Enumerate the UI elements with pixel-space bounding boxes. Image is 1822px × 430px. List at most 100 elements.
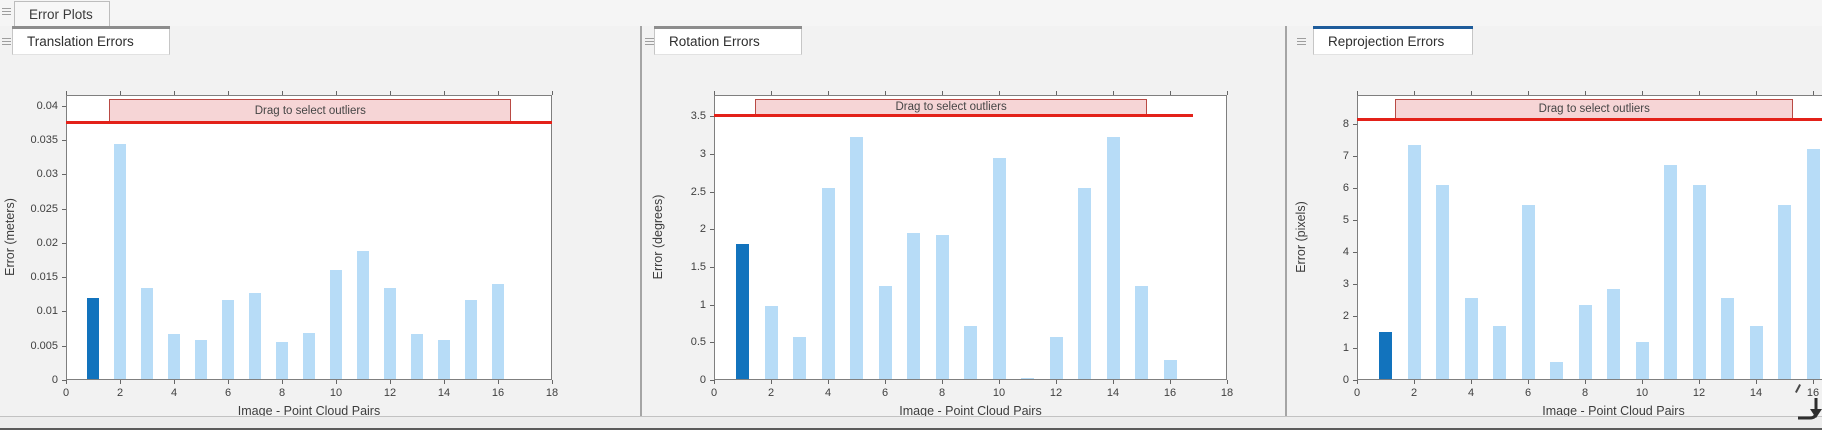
outlier-drag-band[interactable]: Drag to select outliers (109, 99, 512, 123)
x-tick-label: 2 (116, 387, 124, 399)
y-tick (710, 304, 714, 306)
y-tick-label: 2 (1342, 309, 1349, 322)
x-tick-label: 8 (278, 387, 286, 399)
x-tick-top (1813, 91, 1814, 95)
bar[interactable] (465, 299, 477, 379)
outlier-drag-band[interactable]: Drag to select outliers (1395, 99, 1794, 119)
bar[interactable] (1550, 362, 1563, 379)
bar[interactable] (1778, 205, 1791, 379)
x-tick-label: 8 (1581, 387, 1589, 399)
bar[interactable] (1721, 298, 1734, 379)
x-tick-label: 14 (437, 387, 451, 399)
y-axis-label: Error (meters) (3, 197, 17, 276)
bar[interactable] (303, 333, 315, 379)
y-tick (1353, 219, 1357, 221)
bar[interactable] (964, 326, 977, 379)
grip-icon[interactable] (1297, 38, 1306, 47)
grip-icon[interactable] (645, 38, 654, 47)
tab-rotation-errors[interactable]: Rotation Errors (654, 26, 802, 55)
bar[interactable] (1692, 184, 1706, 379)
bar[interactable] (1635, 341, 1649, 379)
bar[interactable] (195, 340, 207, 379)
x-tick-label: 8 (938, 387, 946, 399)
x-tick-label: 6 (881, 387, 889, 399)
panel-divider[interactable] (640, 26, 642, 416)
grip-icon[interactable] (2, 38, 11, 47)
bar[interactable] (492, 284, 504, 379)
y-tick (1353, 155, 1357, 157)
bar-selected[interactable] (736, 244, 749, 379)
bar[interactable] (907, 232, 920, 379)
tab-reprojection-errors[interactable]: Reprojection Errors (1313, 26, 1473, 55)
bar[interactable] (114, 143, 126, 379)
bar[interactable] (357, 251, 369, 379)
bar[interactable] (330, 270, 342, 379)
bar[interactable] (1407, 144, 1421, 379)
y-tick-label: 5 (1342, 213, 1349, 226)
x-axis-label: Image - Point Cloud Pairs (237, 404, 381, 418)
x-tick-label: 18 (545, 387, 559, 399)
bar[interactable] (1021, 378, 1034, 380)
y-tick-label: 0.5 (690, 336, 706, 349)
bar[interactable] (1135, 285, 1148, 379)
bar[interactable] (1464, 298, 1478, 379)
bar[interactable] (1436, 184, 1449, 379)
bar[interactable] (1578, 304, 1592, 379)
bar[interactable] (793, 337, 806, 379)
tab-translation-errors[interactable]: Translation Errors (12, 26, 170, 55)
bar[interactable] (1806, 149, 1820, 379)
bar[interactable] (1106, 137, 1120, 379)
bar[interactable] (384, 287, 396, 379)
x-tick (66, 380, 67, 384)
bar[interactable] (276, 341, 288, 379)
y-tick-label: 3 (699, 147, 706, 160)
x-tick (1471, 380, 1472, 384)
x-tick-label: 2 (1410, 387, 1418, 399)
bar[interactable] (1521, 205, 1535, 379)
bar[interactable] (411, 334, 423, 379)
x-tick (771, 380, 772, 384)
outlier-threshold-line[interactable] (1357, 117, 1822, 121)
y-tick-label: 0.035 (30, 134, 58, 147)
bar[interactable] (992, 157, 1006, 379)
status-strip (0, 416, 1822, 430)
bar[interactable] (1607, 288, 1620, 379)
outlier-threshold-line[interactable] (714, 114, 1193, 118)
bar[interactable] (764, 306, 778, 379)
bar[interactable] (438, 340, 450, 379)
y-tick (710, 116, 714, 118)
x-tick-top (1642, 91, 1643, 95)
outlier-threshold-line[interactable] (66, 121, 552, 125)
bar[interactable] (1493, 325, 1506, 379)
bar[interactable] (850, 137, 863, 379)
y-tick (62, 345, 66, 347)
tab-error-plots[interactable]: Error Plots (14, 1, 110, 26)
tab-reprojection-errors-label: Reprojection Errors (1328, 34, 1445, 49)
panel-divider[interactable] (1285, 26, 1287, 416)
bar[interactable] (168, 334, 180, 379)
y-tick-label: 1 (1342, 341, 1349, 354)
x-tick-label: 0 (710, 387, 718, 399)
bar[interactable] (935, 235, 949, 379)
bar[interactable] (249, 292, 261, 379)
bar[interactable] (878, 285, 892, 379)
bar[interactable] (1749, 325, 1763, 379)
bar-selected[interactable] (1379, 331, 1392, 379)
bar-selected[interactable] (87, 297, 99, 379)
outlier-drag-band[interactable]: Drag to select outliers (755, 99, 1148, 116)
x-tick-top (1699, 91, 1700, 95)
bar[interactable] (1078, 187, 1091, 379)
bar[interactable] (1049, 337, 1063, 379)
y-tick-label: 0.03 (36, 168, 58, 181)
bar[interactable] (1664, 165, 1677, 379)
x-tick (942, 380, 943, 384)
bar[interactable] (222, 299, 234, 379)
x-tick-top (1113, 91, 1114, 95)
download-arrow-icon[interactable] (1796, 396, 1822, 426)
bar[interactable] (1163, 359, 1177, 379)
bar[interactable] (821, 187, 835, 379)
y-tick (62, 140, 66, 142)
bar[interactable] (141, 287, 153, 379)
grip-icon[interactable] (2, 8, 11, 17)
y-tick-label: 0 (1342, 374, 1349, 386)
